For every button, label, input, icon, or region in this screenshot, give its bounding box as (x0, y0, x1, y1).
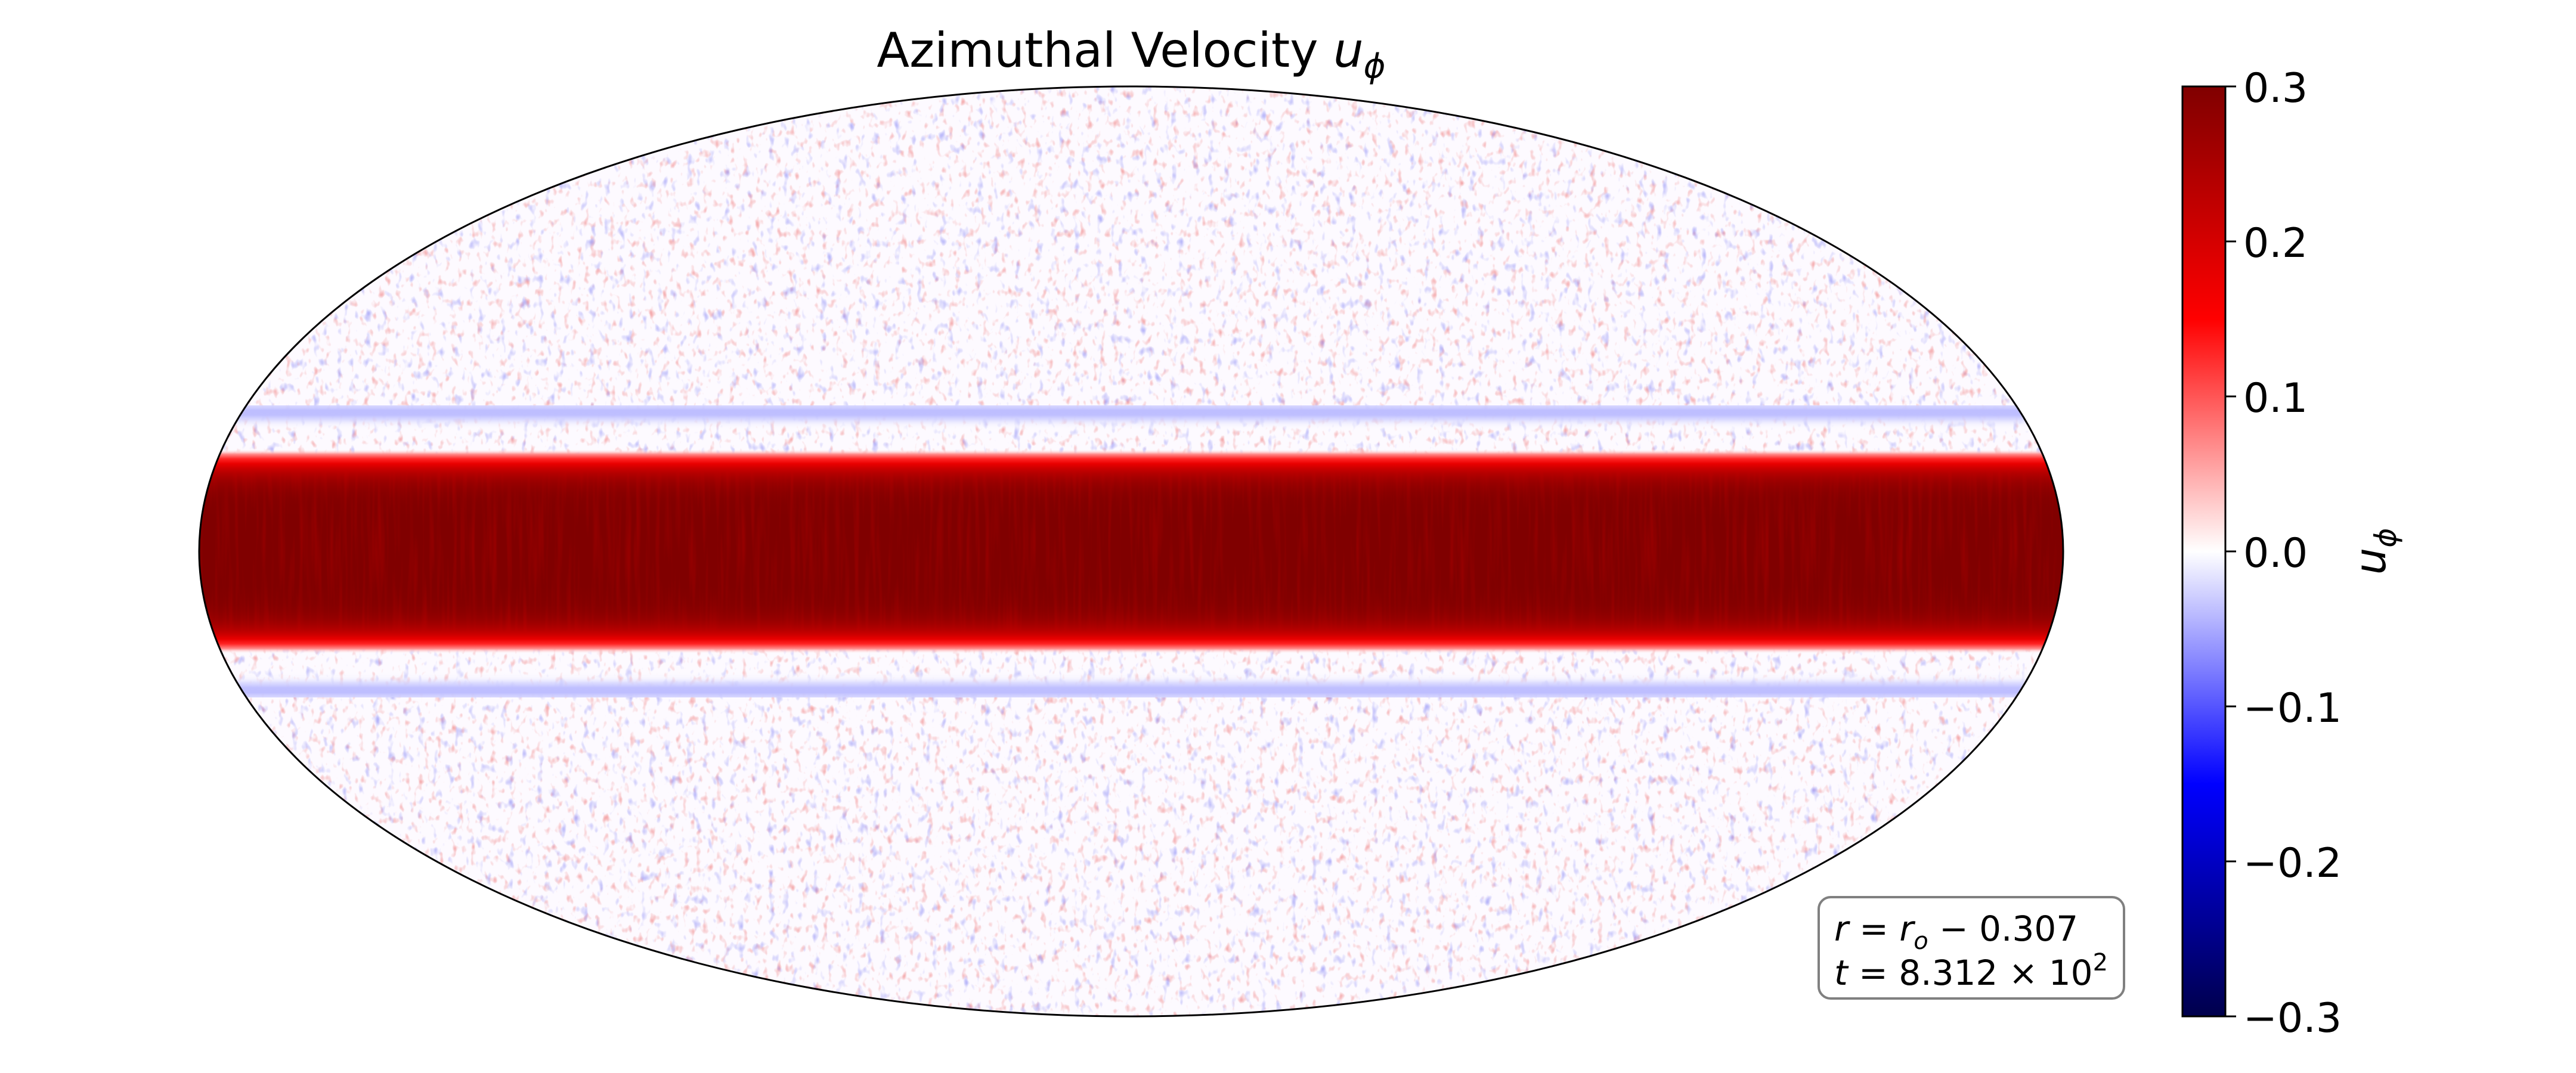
colorbar-tick-label: 0.2 (2243, 220, 2308, 267)
colorbar: 0.3 0.2 0.1 0.0 −0.1 −0.2 −0.3 uϕ (2181, 65, 2403, 1042)
annotation-line-radius: r = ro − 0.307 (1834, 908, 2078, 955)
equatorial-jet-streaks (199, 471, 2063, 632)
annotation-frame (1818, 896, 2125, 1000)
colorbar-tick-label: −0.2 (2243, 840, 2342, 887)
chart-title: Azimuthal Velocity uϕ (877, 23, 1385, 86)
colorbar-tick-label: 0.3 (2243, 65, 2308, 112)
colorbar-label: uϕ (2345, 528, 2403, 575)
map-outline (198, 85, 2064, 1018)
mollweide-map (199, 86, 2063, 1016)
colorbar-ticks: 0.3 0.2 0.1 0.0 −0.1 −0.2 −0.3 (2225, 65, 2342, 1042)
chart-title-symbol: u (1333, 23, 1364, 78)
chart-title-text: Azimuthal Velocity (877, 23, 1333, 78)
colorbar-tick-label: 0.0 (2243, 530, 2308, 577)
colorbar-tick-label: −0.1 (2243, 685, 2342, 732)
colorbar-tick-label: 0.1 (2243, 375, 2308, 422)
annotation-box: r = ro − 0.307 t = 8.312 × 102 (1818, 896, 2125, 1000)
colorbar-gradient (2181, 85, 2227, 1018)
colorbar-tick-label: −0.3 (2243, 995, 2342, 1042)
chart-title-subscript: ϕ (1364, 47, 1386, 86)
annotation-line-time: t = 8.312 × 102 (1834, 949, 2108, 993)
